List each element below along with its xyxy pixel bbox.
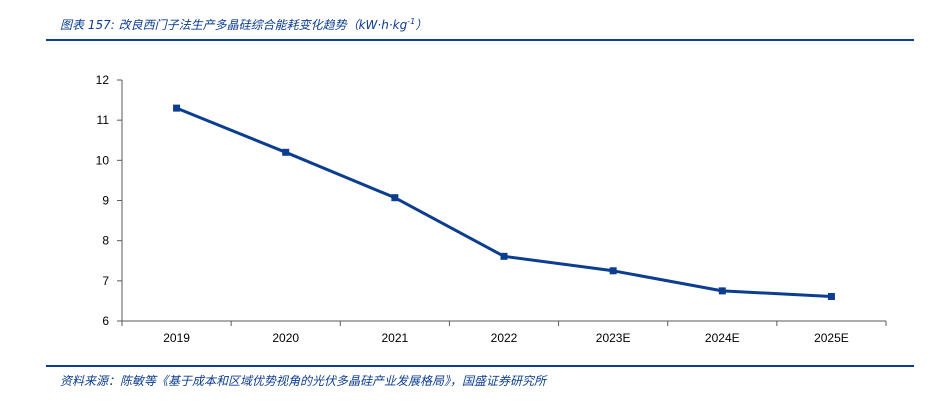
figure-title: 图表 157: 改良西门子法生产多晶硅综合能耗变化趋势（kW·h·kg-1） (60, 16, 427, 33)
y-tick-label: 6 (102, 314, 109, 328)
source-label: 资料来源： (60, 374, 121, 388)
data-point-2019 (173, 104, 181, 112)
data-point-2024e (718, 287, 726, 295)
data-point-2021 (391, 194, 399, 202)
x-tick-label: 2022 (491, 331, 518, 345)
figure-title-unit: kW·h·kg (358, 18, 408, 32)
data-point-2025e (827, 292, 835, 300)
x-axis: 2019 2020 2021 2022 2023E 2024E 2025E (121, 320, 887, 345)
y-axis: 6 7 8 9 10 11 12 (96, 73, 123, 328)
data-point-2020 (282, 148, 290, 156)
y-tick-label: 7 (102, 274, 109, 288)
x-tick-label: 2025E (814, 331, 849, 345)
top-divider (46, 39, 914, 41)
figure-number: 图表 157: (60, 18, 115, 32)
x-tick-label: 2021 (382, 331, 409, 345)
source-text: 陈敏等《基于成本和区域优势视角的光伏多晶硅产业发展格局》，国盛证券研究所 (120, 374, 547, 388)
x-tick-label: 2020 (272, 331, 299, 345)
line-chart: 6 7 8 9 10 11 12 2019 2020 2021 2022 2023E 2024E 202… (96, 73, 887, 345)
y-tick-label: 11 (97, 113, 110, 127)
data-point-2022 (500, 252, 508, 260)
y-tick-label: 8 (102, 234, 109, 248)
bottom-divider (46, 365, 914, 367)
y-tick-label: 9 (102, 194, 109, 208)
source-note: 资料来源：陈敏等《基于成本和区域优势视角的光伏多晶硅产业发展格局》，国盛证券研究… (60, 372, 546, 389)
series-line (175, 106, 833, 298)
data-point-2023e (609, 267, 617, 275)
x-tick-label: 2019 (163, 331, 190, 345)
figure-title-text: 改良西门子法生产多晶硅综合能耗变化趋势（ (118, 18, 359, 32)
y-tick-label: 10 (96, 153, 110, 167)
x-tick-label: 2024E (705, 331, 740, 345)
figure-title-close: ） (415, 18, 428, 32)
series-layer (173, 104, 835, 300)
y-tick-label: 12 (96, 73, 110, 87)
figure-title-unit-exponent: -1 (407, 17, 416, 26)
x-tick-label: 2023E (596, 331, 631, 345)
